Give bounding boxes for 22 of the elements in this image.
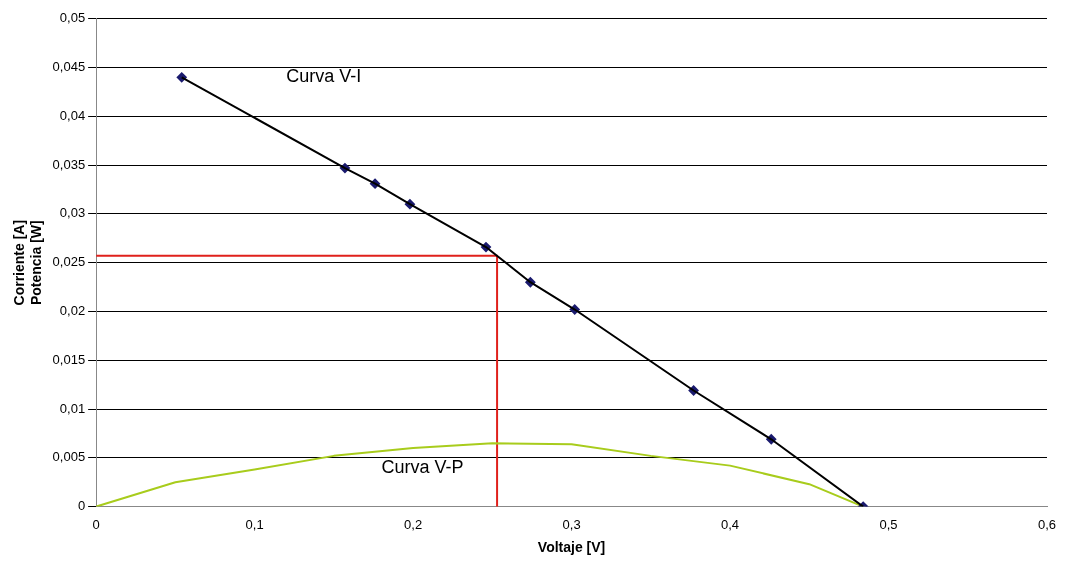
y-tick-label: 0 <box>77 498 86 514</box>
x-tick-label: 0,5 <box>879 516 898 532</box>
y-tick-label: 0,02 <box>59 303 86 319</box>
x-tick-label: 0,1 <box>245 516 264 532</box>
y-tick-label: 0,01 <box>59 400 86 416</box>
annotation: Curva V-I <box>286 66 362 87</box>
y-tick-label: 0,05 <box>59 10 86 26</box>
x-tick-label: 0,3 <box>562 516 581 532</box>
y-tick-label: 0,025 <box>52 254 86 270</box>
y-axis-title: Corriente [A] Potencia [W] <box>11 219 45 306</box>
x-tick-label: 0,2 <box>404 516 423 532</box>
annotation: Curva V-P <box>381 456 464 477</box>
x-axis-title: Voltaje [V] <box>537 539 606 556</box>
y-tick-label: 0,04 <box>59 107 86 123</box>
y-tick-label: 0,045 <box>52 59 86 75</box>
x-tick-label: 0,6 <box>1037 516 1057 532</box>
y-tick-label: 0,035 <box>52 156 86 172</box>
y-tick-label: 0,015 <box>52 351 86 367</box>
y-tick-label: 0,03 <box>59 205 86 221</box>
x-tick-label: 0 <box>92 516 100 532</box>
y-tick-label: 0,005 <box>52 449 86 465</box>
x-tick-label: 0,4 <box>721 516 740 532</box>
